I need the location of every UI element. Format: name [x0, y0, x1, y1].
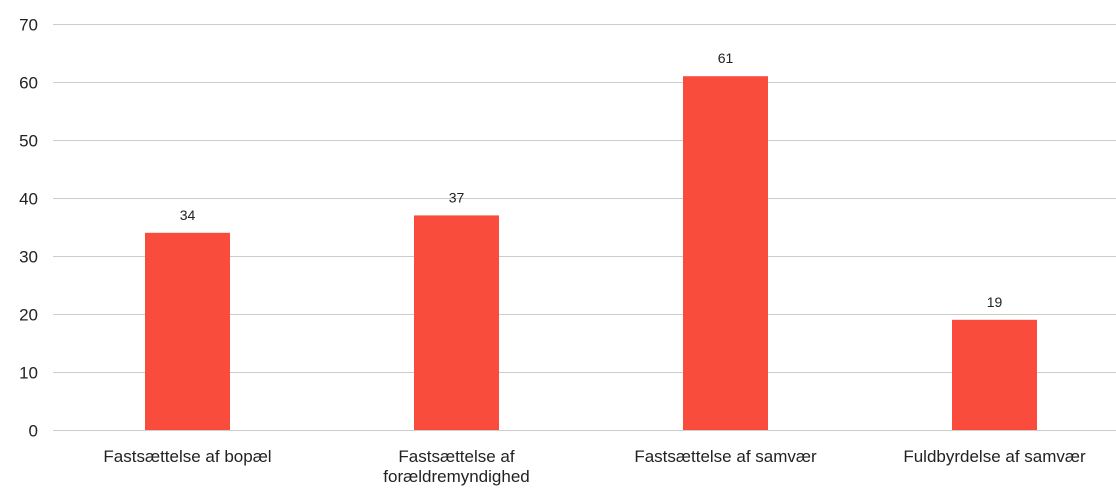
- bar: [145, 232, 230, 430]
- bar: [952, 319, 1037, 430]
- x-category-label: Fastsættelse af samvær: [634, 447, 817, 466]
- data-label: 37: [449, 189, 465, 205]
- data-label: 61: [718, 50, 734, 66]
- y-tick-label: 60: [19, 74, 38, 93]
- x-category-label: Fastsættelse af: [398, 447, 514, 466]
- data-labels: 34 37 61 19: [180, 50, 1003, 310]
- x-axis-categories: Fastsættelse af bopæl Fastsættelse afforæ…: [103, 447, 1086, 486]
- y-tick-label: 50: [19, 132, 38, 151]
- bar: [414, 215, 499, 430]
- y-tick-label: 20: [19, 306, 38, 325]
- bars: [145, 76, 1037, 430]
- y-tick-label: 0: [29, 422, 38, 441]
- y-tick-label: 40: [19, 190, 38, 209]
- y-axis-ticks: 0 10 20 30 40 50 60 70: [19, 16, 38, 441]
- y-tick-label: 30: [19, 248, 38, 267]
- x-category-label: Fastsættelse af bopæl: [103, 447, 271, 466]
- data-label: 34: [180, 207, 196, 223]
- gridlines: [53, 24, 1116, 431]
- data-label: 19: [987, 294, 1003, 310]
- y-tick-label: 10: [19, 364, 38, 383]
- bar: [683, 76, 768, 430]
- x-category-label: forældremyndighed: [383, 467, 529, 486]
- y-tick-label: 70: [19, 16, 38, 35]
- x-category-label: Fuldbyrdelse af samvær: [903, 447, 1086, 466]
